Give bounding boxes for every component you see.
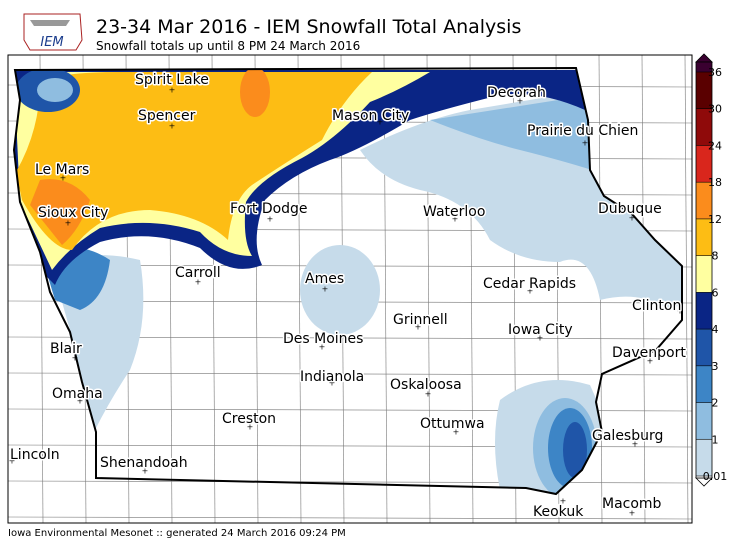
colorbar-segment [696, 329, 712, 366]
city-marker: + [517, 97, 524, 106]
city-marker: + [319, 343, 326, 352]
city-marker: + [452, 215, 459, 224]
city-marker: + [267, 215, 274, 224]
city-label: Spencer [138, 108, 196, 124]
city-label: Clinton [632, 298, 681, 314]
city-marker: + [453, 428, 460, 437]
city-marker: + [329, 379, 336, 388]
city-marker: + [647, 357, 654, 366]
city-label: Dubuque [598, 201, 662, 217]
city-marker: + [537, 334, 544, 343]
colorbar-label: 24 [708, 139, 722, 152]
city-label: Spirit Lake [135, 72, 209, 88]
city-label: Indianola [300, 369, 364, 385]
city-label: Fort Dodge [230, 201, 308, 217]
city-marker: + [247, 423, 254, 432]
colorbar-segment [696, 72, 712, 109]
footer: Iowa Environmental Mesonet :: generated … [8, 528, 346, 539]
map: +Spirit Lake+Spencer+Le Mars+Sioux City+… [8, 55, 692, 523]
city-marker: + [65, 219, 72, 228]
city-marker: + [322, 285, 329, 294]
title: 23-34 Mar 2016 - IEM Snowfall Total Anal… [96, 16, 521, 38]
state-border [12, 66, 683, 496]
city-marker: + [142, 467, 149, 476]
subtitle: Snowfall totals up until 8 PM 24 March 2… [96, 39, 360, 53]
colorbar-label: 30 [708, 103, 722, 116]
logo: IEM [23, 13, 83, 51]
city-label: Lincoln [10, 447, 60, 463]
city-label: Macomb [602, 496, 662, 512]
city-marker: + [195, 278, 202, 287]
city-marker: + [425, 390, 432, 399]
city-label: Waterloo [423, 204, 485, 220]
city-label: Decorah [487, 85, 546, 101]
colorbar-segment [696, 292, 712, 330]
city-label: Blair [50, 341, 82, 357]
colorbar-segment [696, 182, 712, 219]
city-label: Keokuk [533, 504, 584, 520]
colorbar-label: 8 [712, 250, 719, 263]
city-marker: + [377, 118, 384, 127]
city-marker: + [60, 174, 67, 183]
city-label: Shenandoah [100, 455, 188, 471]
city-label: Carroll [175, 265, 221, 281]
colorbar-label: 12 [708, 213, 722, 226]
colorbar-frame [695, 61, 713, 479]
colorbar-bottom-fill [696, 476, 712, 478]
city-label: Davenport [612, 345, 686, 361]
city-label: Le Mars [35, 162, 89, 178]
city-marker: + [582, 139, 589, 148]
city-label: Grinnell [393, 312, 448, 328]
city-marker: + [527, 287, 534, 296]
city-label: Creston [222, 411, 276, 427]
colorbar-label: 1 [712, 433, 719, 446]
city-marker: + [415, 323, 422, 332]
colorbar-top-fill [696, 62, 712, 72]
colorbar-label: 0.01 [703, 470, 728, 483]
city-marker: + [77, 397, 84, 406]
colorbar-segment [696, 402, 712, 440]
map-frame [7, 54, 693, 524]
city-label: Ames [305, 271, 344, 287]
city-marker: + [677, 307, 684, 316]
city-label: Prairie du Chien [527, 123, 638, 139]
colorbar-label: 18 [708, 176, 722, 189]
city-marker: + [9, 457, 16, 466]
colorbar-segment [696, 108, 712, 146]
logo-text: IEM [40, 35, 63, 50]
colorbar-segment [696, 365, 712, 403]
county-line [8, 480, 692, 484]
county-line [8, 516, 692, 520]
city-marker: + [632, 440, 639, 449]
city-marker: + [629, 509, 636, 518]
colorbar-label: 4 [712, 323, 719, 336]
colorbar-label: 3 [712, 360, 719, 373]
city-label: Sioux City [38, 205, 108, 221]
city-label: Mason City [332, 108, 409, 124]
city-label: Iowa City [508, 322, 573, 338]
city-marker: + [72, 354, 79, 363]
city-label: Cedar Rapids [483, 276, 576, 292]
colorbar-segment [696, 439, 712, 476]
city-marker: + [169, 86, 176, 95]
city-marker: + [169, 122, 176, 131]
colorbar-label: 6 [712, 286, 719, 299]
city-label: Des Moines [283, 331, 363, 347]
city-marker: + [560, 497, 567, 506]
colorbar-segment [696, 255, 712, 293]
city-label: Galesburg [592, 428, 663, 444]
city-marker: + [629, 214, 636, 223]
city-label: Ottumwa [420, 416, 485, 432]
colorbar-label: 36 [708, 66, 722, 79]
city-label: Omaha [52, 386, 103, 402]
colorbar-segment [696, 218, 712, 256]
county-line [684, 55, 689, 523]
colorbar-segment [696, 145, 712, 183]
cities: +Spirit Lake+Spencer+Le Mars+Sioux City+… [9, 71, 688, 522]
city-label: Oskaloosa [390, 377, 462, 393]
colorbar-label: 2 [712, 397, 719, 410]
snow-fields [15, 68, 682, 494]
